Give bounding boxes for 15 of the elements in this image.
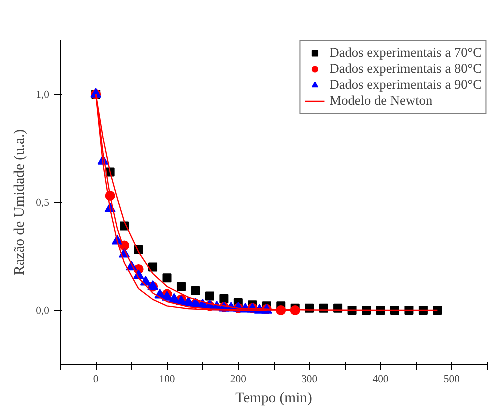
x-tick-label: 400 xyxy=(372,374,389,386)
legend-label: Dados experimentais a 70°C xyxy=(330,45,482,61)
x-axis-title: Tempo (min) xyxy=(236,390,312,406)
y-axis-title: Razão de Umidade (u.a.) xyxy=(12,129,28,276)
y-tick-label: 0,5 xyxy=(36,198,50,209)
x-tick-label: 0 xyxy=(93,374,99,386)
y-tick-label: 1,0 xyxy=(36,90,50,101)
x-tick-label: 300 xyxy=(302,374,318,386)
x-tick-label: 100 xyxy=(159,374,176,386)
x-tick-label: 200 xyxy=(230,374,246,386)
legend-label: Dados experimentais a 90°C xyxy=(330,77,482,93)
y-tick-label: 0,0 xyxy=(36,306,50,317)
legend-label: Modelo de Newton xyxy=(330,93,433,109)
x-tick-label: 500 xyxy=(444,374,460,386)
legend-label: Dados experimentais a 80°C xyxy=(330,61,482,77)
